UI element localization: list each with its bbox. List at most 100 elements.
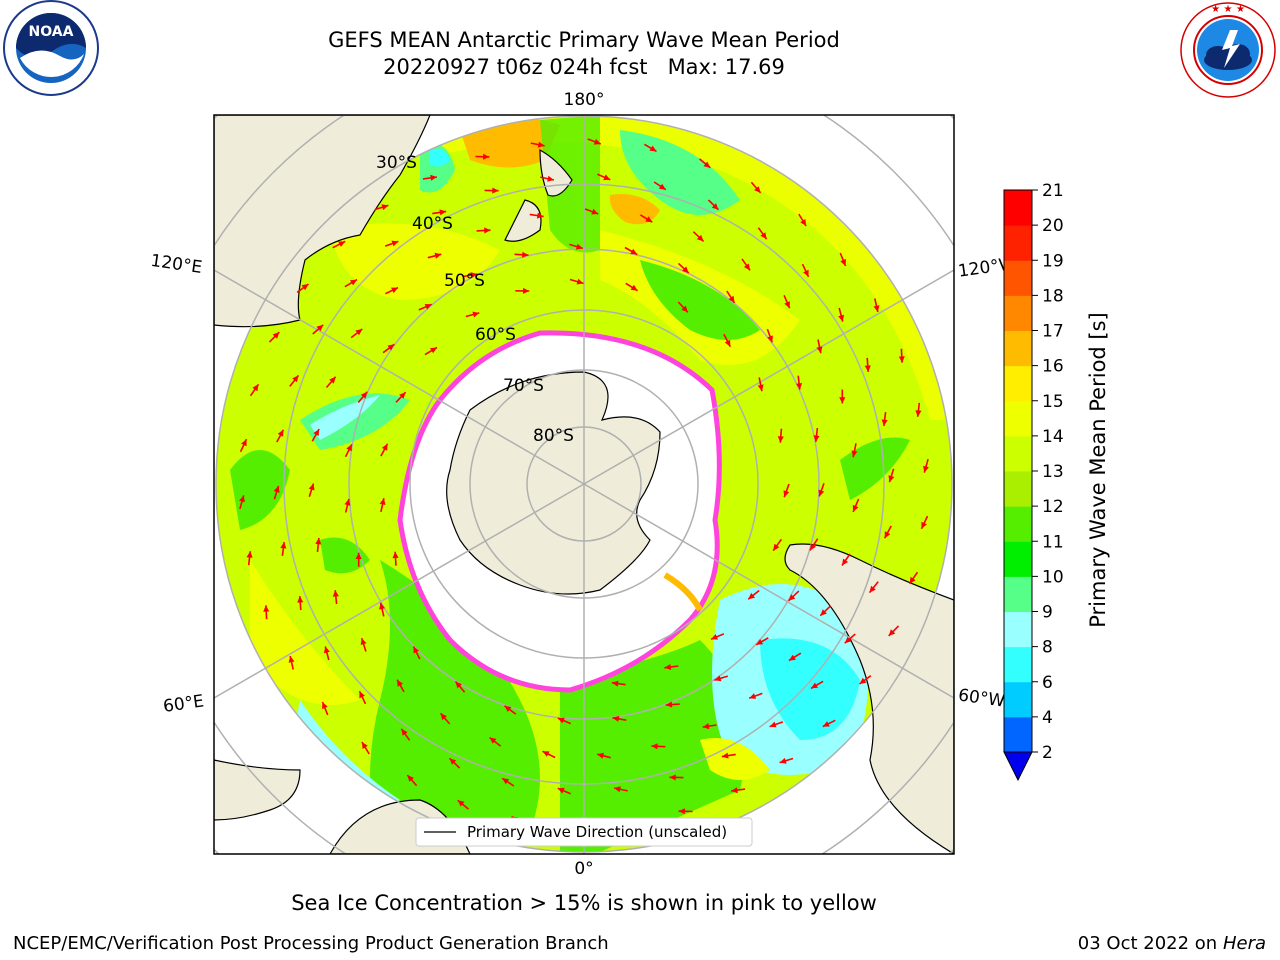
wave-arrow-head bbox=[575, 243, 583, 250]
wave-arrow-head bbox=[757, 384, 764, 392]
wave-arrow-head bbox=[859, 677, 867, 684]
wave-arrow-head bbox=[576, 278, 584, 285]
wave-arrow-head bbox=[703, 161, 711, 168]
wave-arrow-head bbox=[355, 552, 362, 559]
wave-arrow-head bbox=[921, 521, 927, 529]
wave-arrow-head bbox=[557, 717, 565, 724]
wave-arrow-head bbox=[612, 715, 620, 722]
colorbar-tick-label: 12 bbox=[1042, 497, 1064, 517]
wave-arrow-head bbox=[852, 504, 859, 512]
wave-arrow-head bbox=[239, 495, 245, 503]
colorbar-segment bbox=[1004, 541, 1032, 577]
lat-label-70s: 70°S bbox=[503, 376, 544, 396]
wave-arrow-head bbox=[424, 304, 432, 310]
colorbar-tick-label: 16 bbox=[1042, 357, 1064, 377]
wave-arrow-head bbox=[457, 800, 465, 807]
wave-arrow-head bbox=[810, 543, 816, 551]
wave-arrow-head bbox=[923, 465, 929, 473]
colorbar-segment bbox=[1004, 506, 1032, 542]
wave-arrow-head bbox=[769, 721, 777, 728]
wave-arrow-head bbox=[346, 444, 352, 452]
wave-arrow-head bbox=[630, 284, 638, 291]
wave-arrow-head bbox=[359, 691, 365, 699]
wave-arrow-head bbox=[593, 138, 601, 145]
colorbar-tick-label: 21 bbox=[1042, 181, 1064, 201]
wave-arrow-head bbox=[379, 498, 386, 505]
wave-arrow-head bbox=[630, 248, 638, 255]
wave-arrow-head bbox=[401, 728, 408, 736]
wave-arrow-head bbox=[241, 439, 247, 447]
wave-arrow-head bbox=[665, 701, 673, 708]
wave-arrow-head bbox=[440, 713, 447, 721]
title-line-1: GEFS MEAN Antarctic Primary Wave Mean Pe… bbox=[328, 28, 840, 52]
wave-arrow-head bbox=[714, 675, 722, 682]
wave-arrow-head bbox=[246, 551, 253, 558]
wave-arrow-head bbox=[308, 483, 315, 491]
wave-arrow-head bbox=[760, 232, 767, 240]
wave-arrow-head bbox=[784, 301, 790, 309]
colorbar-segment bbox=[1004, 576, 1032, 612]
wave-arrow-head bbox=[818, 489, 825, 497]
lat-label-80s: 80°S bbox=[533, 426, 574, 446]
lat-label-50s: 50°S bbox=[444, 271, 485, 291]
wave-arrow-head bbox=[664, 664, 672, 670]
wave-arrow-head bbox=[681, 305, 688, 313]
wave-arrow-head bbox=[391, 240, 399, 247]
wave-arrow-head bbox=[888, 629, 896, 636]
colorbar-tick-label: 13 bbox=[1042, 462, 1064, 482]
wave-arrow-head bbox=[280, 542, 287, 549]
wave-arrow-head bbox=[682, 266, 689, 273]
wave-arrow-head bbox=[360, 391, 368, 399]
wave-arrow-head bbox=[773, 543, 780, 551]
wave-arrow-head bbox=[909, 576, 916, 584]
colorbar-segment bbox=[1004, 646, 1032, 683]
colorbar-tick-label: 2 bbox=[1042, 743, 1053, 763]
colorbar-segment bbox=[1004, 190, 1032, 226]
colorbar-label: Primary Wave Mean Period [s] bbox=[1086, 312, 1110, 628]
sea-ice-caption: Sea Ice Concentration > 15% is shown in … bbox=[291, 891, 877, 915]
wave-arrow-head bbox=[840, 259, 846, 266]
wave-arrow-head bbox=[898, 356, 905, 363]
colorbar-tick-label: 8 bbox=[1042, 638, 1053, 658]
wave-arrow-head bbox=[379, 602, 385, 610]
wave-arrow-head bbox=[387, 344, 395, 351]
wave-arrow-head bbox=[502, 778, 510, 785]
svg-text:★ ★ ★: ★ ★ ★ bbox=[1211, 4, 1245, 15]
wave-arrow-head bbox=[288, 656, 295, 663]
wave-arrow-head bbox=[816, 346, 823, 354]
wave-arrow-head bbox=[754, 186, 761, 193]
wave-arrow-head bbox=[721, 752, 729, 759]
wave-arrow-head bbox=[702, 723, 710, 730]
wave-arrow-head bbox=[611, 680, 619, 687]
wave-arrow-head bbox=[803, 269, 809, 277]
wave-arrow-head bbox=[277, 429, 284, 437]
lat-label-30s: 30°S bbox=[376, 153, 417, 173]
wave-arrow-head bbox=[344, 498, 351, 506]
wave-arrow-head bbox=[292, 375, 299, 383]
wave-arrow-head bbox=[603, 174, 611, 181]
wave-arrow-head bbox=[381, 443, 388, 451]
wave-arrow-head bbox=[523, 287, 530, 294]
wave-arrow-head bbox=[449, 758, 457, 765]
wave-arrow-head bbox=[504, 705, 512, 712]
wave-arrow-head bbox=[483, 153, 490, 160]
wave-arrow-head bbox=[915, 410, 922, 417]
wave-arrow-head bbox=[297, 596, 304, 603]
wave-arrow-head bbox=[315, 537, 322, 545]
noaa-logo-text: NOAA bbox=[29, 24, 74, 40]
wave-arrow-head bbox=[350, 279, 357, 286]
wave-arrow-head bbox=[728, 295, 735, 303]
wave-arrow-head bbox=[301, 284, 309, 291]
lon-label-120e: 120°E bbox=[149, 251, 203, 278]
colorbar-tick-label: 11 bbox=[1042, 532, 1064, 552]
wave-arrow-head bbox=[430, 347, 437, 354]
wave-arrow-head bbox=[711, 203, 719, 210]
lon-label-180: 180° bbox=[564, 90, 605, 110]
wave-arrow-head bbox=[864, 365, 871, 372]
lat-label-40s: 40°S bbox=[412, 214, 453, 234]
wave-arrow-head bbox=[851, 450, 858, 458]
wave-arrow-head bbox=[470, 272, 478, 279]
colorbar-extend-arrow bbox=[1003, 751, 1033, 782]
wave-arrow-head bbox=[263, 605, 270, 612]
wave-arrow-head bbox=[711, 634, 718, 640]
